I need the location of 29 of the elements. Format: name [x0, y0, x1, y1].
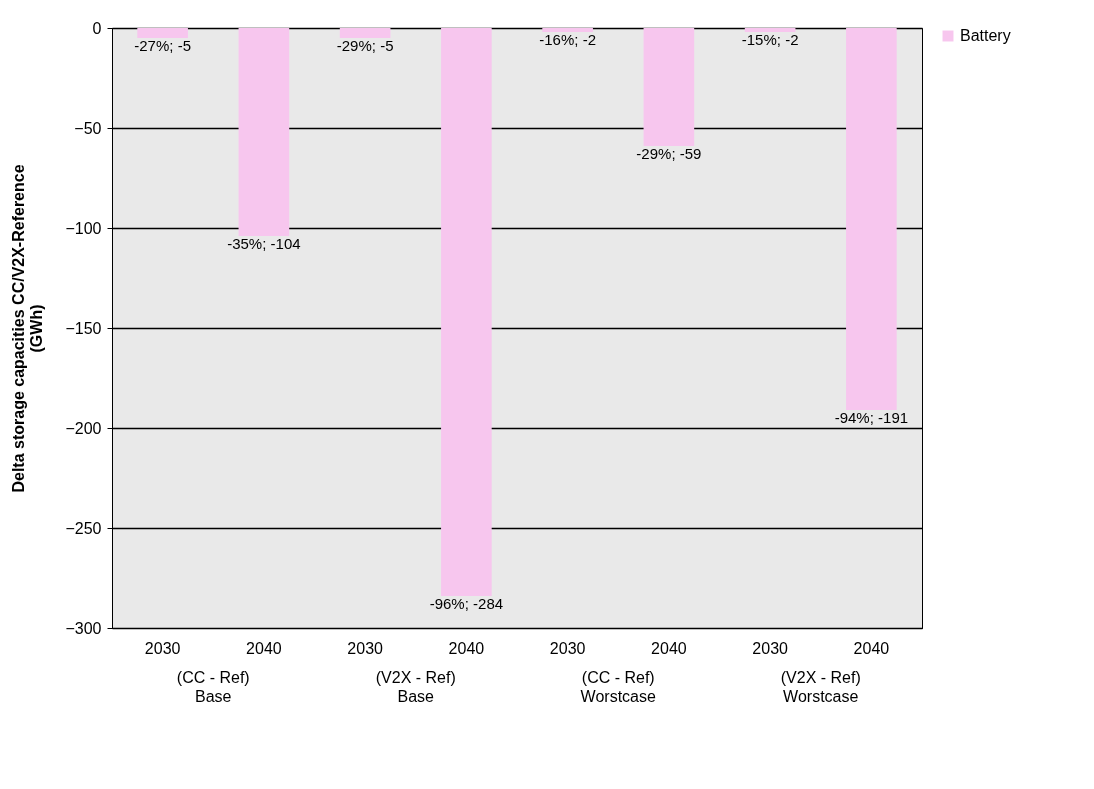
- legend-label: Battery: [960, 27, 1011, 44]
- x-tick-label: 2040: [651, 639, 687, 657]
- text: (V2X - Ref) Worstcase: [780, 669, 861, 705]
- data-label: -29%; -59: [636, 145, 702, 162]
- text: (CC - Ref) Worstcase: [580, 669, 656, 705]
- x-tick-label: 2030: [549, 639, 586, 657]
- data-label: -29%; -5: [336, 37, 394, 54]
- text: (V2X - Ref) Base: [375, 669, 456, 705]
- data-label: -15%; -2: [741, 31, 799, 48]
- x-tick-label: 2030: [752, 639, 789, 657]
- x-tick-label: 2030: [144, 639, 181, 657]
- text: (CC - Ref) Base: [176, 669, 250, 705]
- x-tick-label: 2040: [246, 639, 282, 657]
- y-tick-label: −250: [65, 519, 102, 537]
- data-label: -16%; -2: [539, 31, 596, 48]
- y-axis-title: Delta storage capacities CC/V2X-Reference (GWh): [10, 164, 46, 493]
- x-tick-label: 2040: [853, 639, 890, 657]
- y-tick-label: −300: [65, 619, 102, 637]
- data-label: -96%; -284: [429, 595, 504, 612]
- y-tick-label: −150: [65, 319, 102, 337]
- data-label: -35%; -104: [227, 235, 301, 252]
- data-label: -27%; -5: [134, 37, 191, 54]
- data-label: -94%; -191: [834, 409, 909, 426]
- y-tick-label: −50: [74, 119, 102, 137]
- y-tick-label: 0: [92, 19, 102, 37]
- y-tick-label: −100: [65, 219, 102, 237]
- x-tick-label: 2030: [347, 639, 384, 657]
- x-tick-label: 2040: [448, 639, 485, 657]
- y-tick-label: −200: [65, 419, 102, 437]
